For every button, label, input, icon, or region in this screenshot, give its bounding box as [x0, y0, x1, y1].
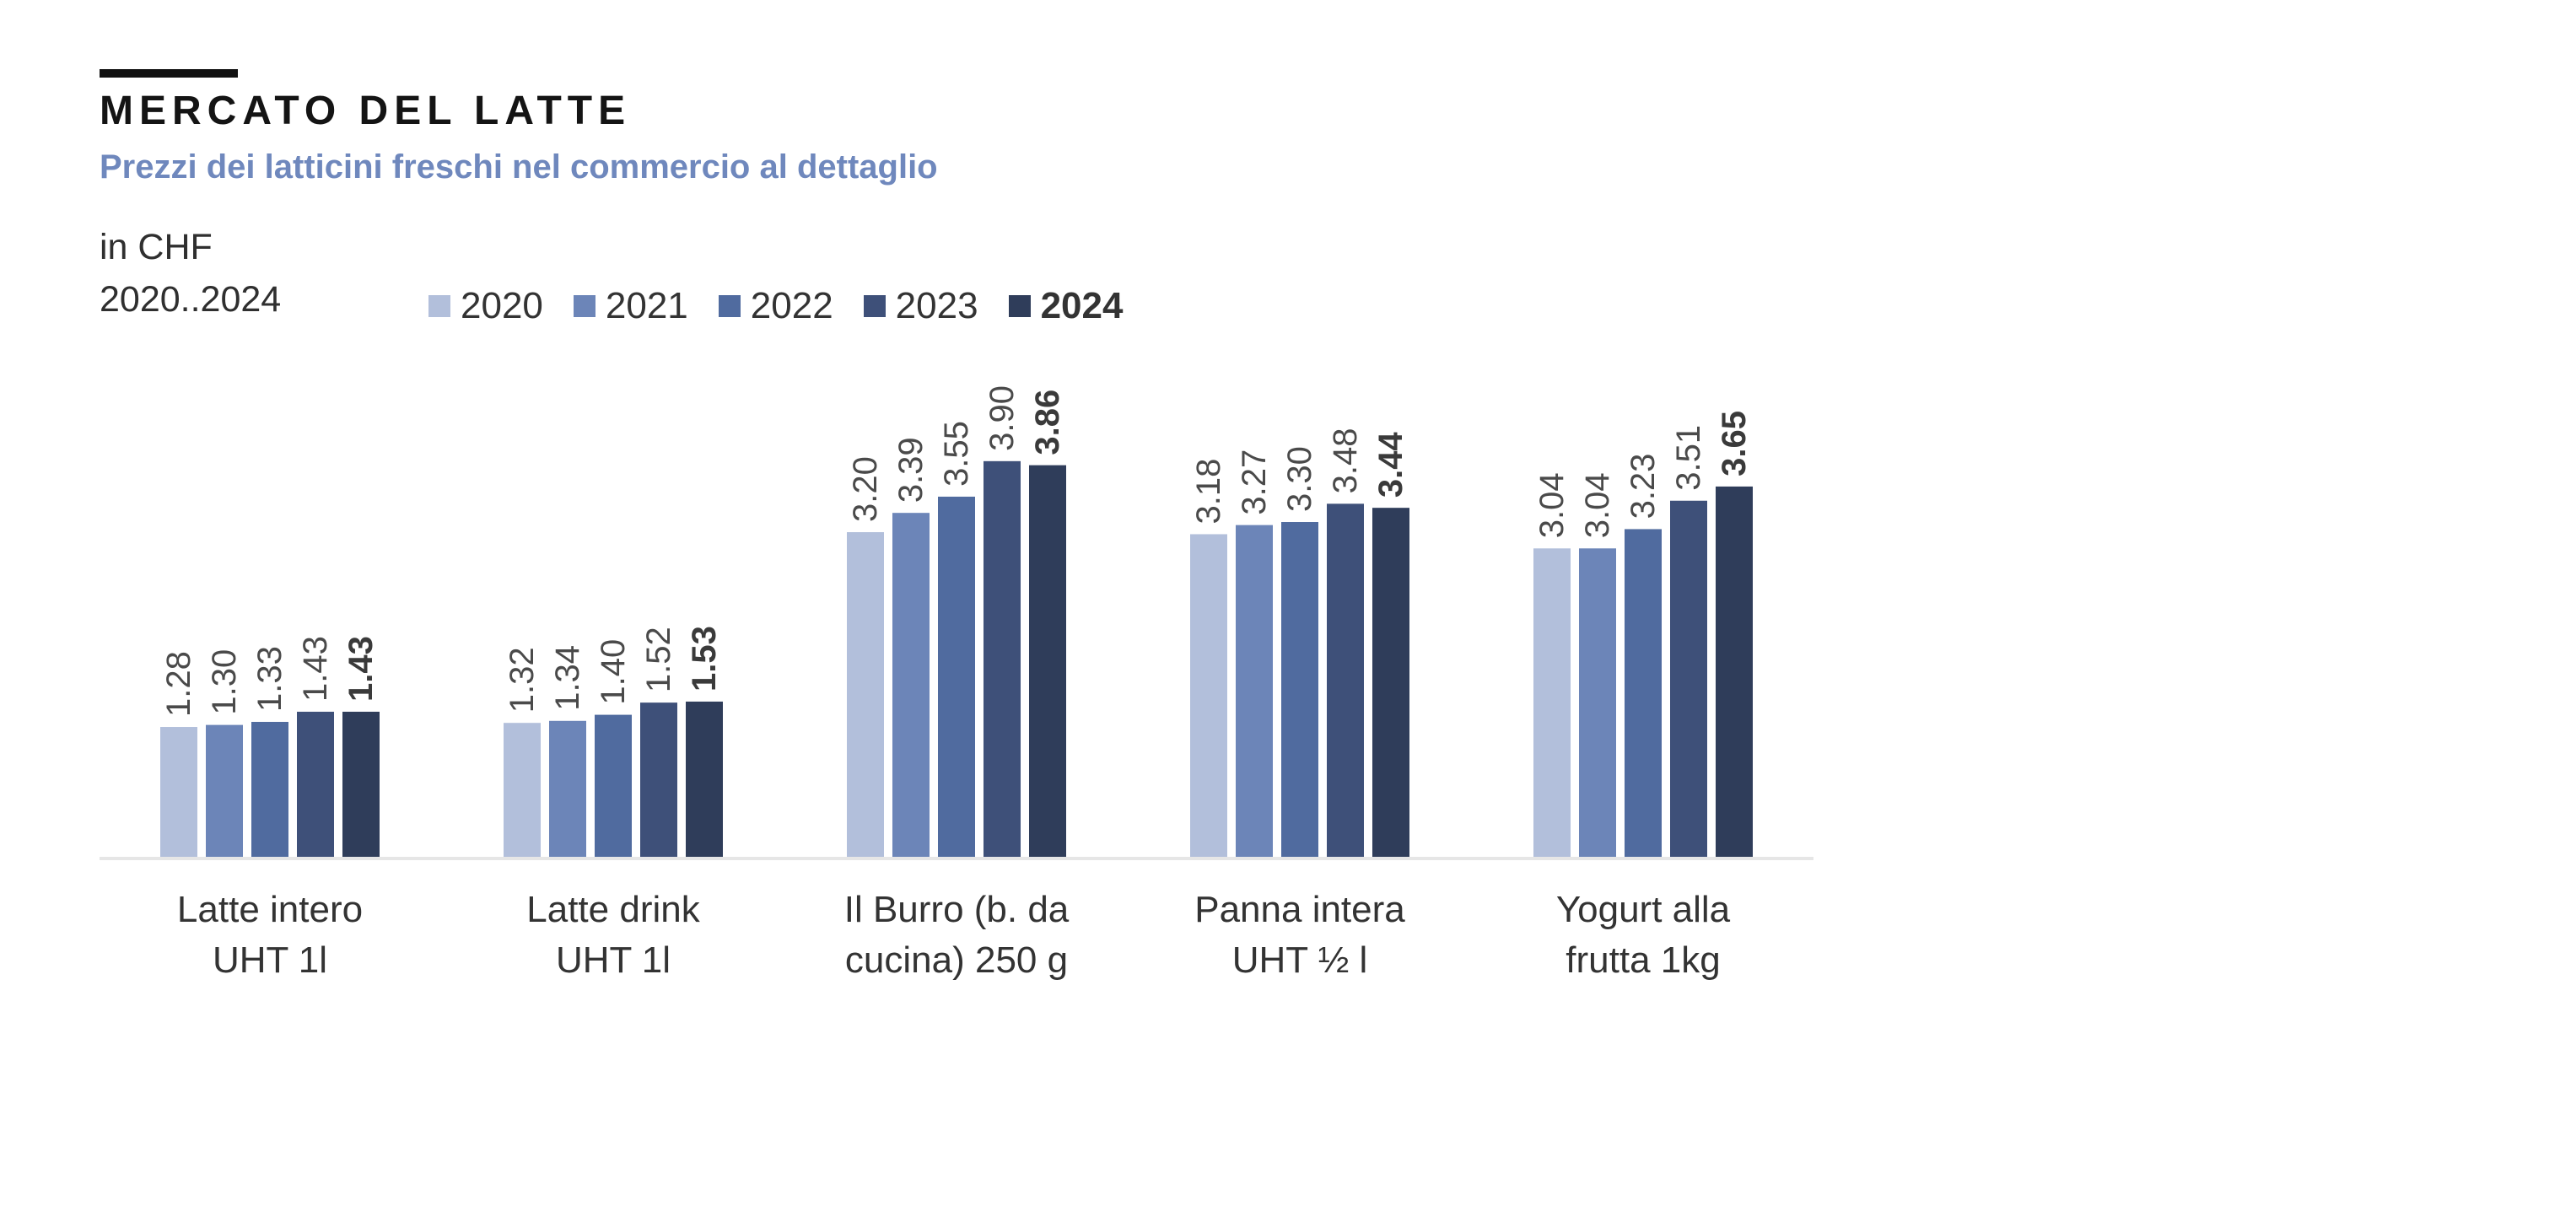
legend-swatch [718, 295, 741, 317]
category-label: frutta 1kg [1566, 939, 1720, 981]
data-label: 3.04 [1533, 472, 1571, 538]
unit-label: in CHF [100, 227, 213, 267]
bar [1281, 522, 1318, 857]
data-label: 3.86 [1029, 390, 1066, 455]
data-label: 3.18 [1190, 459, 1227, 525]
legend-item-2020: 2020 [428, 285, 543, 327]
data-label: 3.23 [1625, 454, 1662, 519]
category-label: cucina) 250 g [845, 939, 1068, 981]
data-label: 1.28 [160, 651, 197, 717]
data-label: 3.20 [847, 456, 884, 522]
category-label: UHT 1l [556, 939, 671, 981]
category-label: UHT ½ l [1232, 939, 1368, 981]
data-label: 1.40 [595, 639, 632, 705]
legend-label: 2024 [1040, 285, 1124, 326]
bar [206, 724, 243, 857]
legend-label: 2020 [461, 285, 543, 326]
bar [892, 513, 930, 857]
data-label: 1.32 [504, 647, 541, 713]
category-label: Panna intera [1194, 889, 1405, 930]
bar [297, 711, 334, 857]
bar [1372, 508, 1409, 857]
bar [1190, 534, 1227, 857]
bar [549, 720, 586, 857]
unit-block: in CHF 2020..2024 [100, 221, 281, 326]
title-rule [100, 69, 238, 78]
bar [1670, 500, 1707, 857]
bar [938, 496, 975, 857]
legend-label: 2023 [895, 285, 978, 326]
legend-swatch [428, 295, 450, 317]
category-label: Il Burro (b. da [844, 889, 1070, 930]
bar [251, 722, 288, 857]
data-label: 1.53 [686, 626, 723, 692]
bar [984, 460, 1021, 857]
data-label: 3.90 [984, 385, 1021, 451]
bar [504, 723, 541, 857]
data-label: 3.30 [1281, 446, 1318, 512]
bar [1533, 548, 1571, 857]
category-label: Latte drink [526, 889, 700, 930]
legend-swatch [863, 295, 886, 317]
bar [847, 532, 884, 857]
data-label: 3.04 [1579, 472, 1616, 538]
category-label: Yogurt alla [1556, 889, 1731, 930]
data-label: 3.48 [1327, 428, 1364, 493]
bar [686, 701, 723, 857]
period-label: 2020..2024 [100, 279, 282, 320]
chart-title: MERCATO DEL LATTE [100, 89, 632, 133]
category-label: Latte intero [177, 889, 363, 930]
bar [342, 711, 380, 857]
bar [1029, 465, 1066, 857]
data-label: 3.51 [1670, 425, 1707, 491]
data-label: 1.33 [251, 646, 288, 712]
data-label: 3.44 [1372, 432, 1409, 498]
bar [1327, 503, 1364, 857]
legend-item-2023: 2023 [863, 285, 978, 327]
chart-subtitle: Prezzi dei latticini freschi nel commerc… [100, 148, 938, 186]
legend-swatch [573, 295, 595, 317]
legend-item-2022: 2022 [718, 285, 833, 327]
legend-item-2021: 2021 [573, 285, 688, 327]
bar [640, 702, 677, 857]
bar [1236, 525, 1273, 857]
data-label: 3.55 [938, 421, 975, 487]
category-label: UHT 1l [213, 939, 327, 981]
bar [160, 727, 197, 857]
legend-item-2024: 2024 [1008, 285, 1124, 327]
bar [595, 714, 632, 857]
bar [1716, 486, 1753, 857]
data-label: 1.34 [549, 645, 586, 711]
bar [1625, 529, 1662, 857]
data-label: 1.30 [206, 649, 243, 715]
legend-swatch [1008, 295, 1031, 317]
data-label: 3.27 [1236, 449, 1273, 515]
data-label: 1.43 [342, 636, 380, 702]
legend-label: 2021 [605, 285, 688, 326]
legend-label: 2022 [750, 285, 833, 326]
bar [1579, 548, 1616, 857]
data-label: 1.52 [640, 627, 677, 692]
data-label: 3.65 [1716, 411, 1753, 476]
data-label: 3.39 [892, 437, 930, 503]
legend: 2020 2021 2022 2023 2024 [428, 285, 1153, 327]
data-label: 1.43 [297, 636, 334, 702]
